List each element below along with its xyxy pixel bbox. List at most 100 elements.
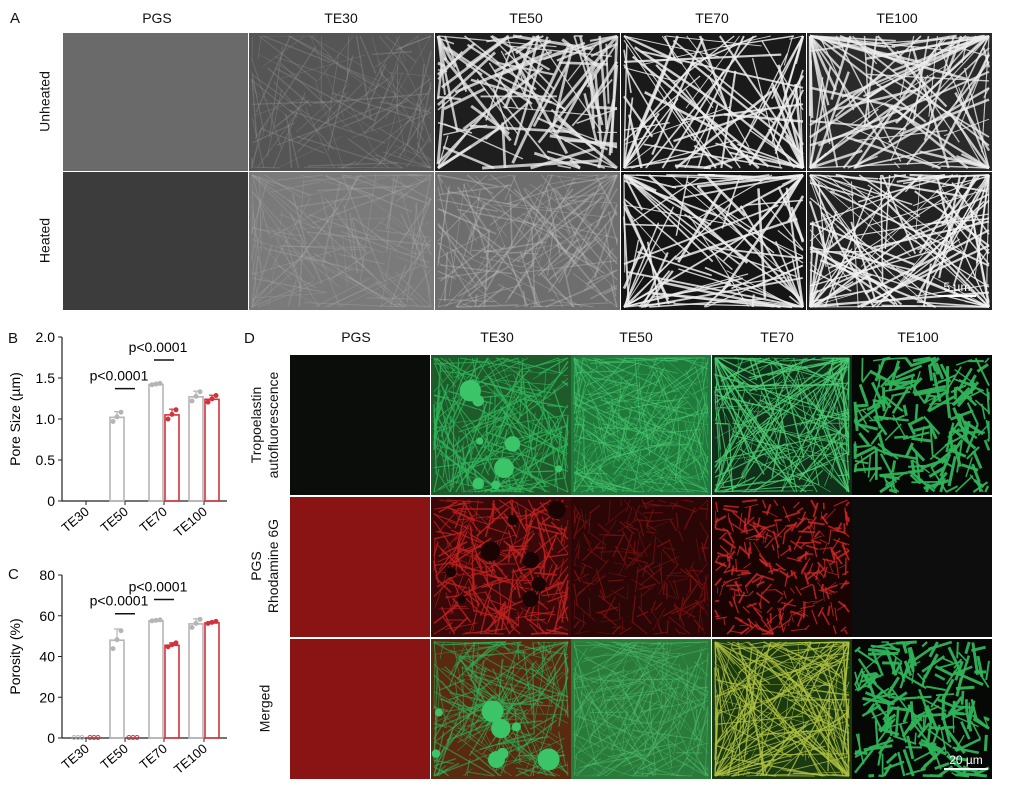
x-tick-label: TE100 bbox=[171, 741, 210, 777]
row-label-merged: Merged bbox=[257, 649, 274, 769]
data-point bbox=[169, 642, 175, 648]
y-tick-label: 0 bbox=[47, 730, 55, 746]
data-point bbox=[173, 407, 179, 413]
data-point bbox=[189, 624, 195, 630]
p-value-label: p<0.0001 bbox=[129, 578, 188, 594]
bar bbox=[188, 396, 204, 502]
pore-size-chart: 0 0.5 1.0 1.5 2.0 Pore Size (µm) TE30 TE50 TE70 T… bbox=[7, 329, 227, 540]
fluorescence-image bbox=[431, 639, 571, 779]
fluorescence-image bbox=[571, 639, 711, 779]
column-header: TE30 bbox=[480, 329, 514, 345]
bar bbox=[109, 639, 125, 739]
row-label-heated: Heated bbox=[36, 217, 53, 264]
panel-c-label: C bbox=[8, 566, 19, 583]
panel-d-label: D bbox=[244, 330, 255, 347]
data-point bbox=[114, 414, 120, 420]
data-point bbox=[79, 735, 85, 740]
bar bbox=[148, 620, 164, 739]
sem-image bbox=[249, 33, 434, 171]
p-value-label: p<0.0001 bbox=[129, 339, 188, 355]
data-point bbox=[149, 382, 155, 388]
porosity-chart: 0 20 40 60 80 Porosity (%) TE30 TE50 TE70 TE100 p<… bbox=[7, 567, 227, 777]
x-tick-label: TE30 bbox=[58, 741, 91, 772]
data-point bbox=[149, 618, 155, 624]
y-axis-label: Pore Size (µm) bbox=[7, 372, 23, 466]
x-tick-label: TE50 bbox=[97, 741, 130, 772]
sem-image bbox=[807, 172, 992, 310]
sem-image bbox=[435, 33, 620, 171]
row-label-line: PGS bbox=[248, 551, 264, 581]
fluorescence-image bbox=[852, 355, 992, 495]
column-header: TE70 bbox=[760, 329, 794, 345]
fluorescence-image bbox=[852, 639, 992, 779]
row-label-line: Merged bbox=[256, 684, 273, 733]
data-point bbox=[165, 416, 171, 422]
row-label-line: Rhodamine 6G bbox=[265, 518, 281, 614]
sem-image bbox=[63, 33, 248, 171]
y-tick-label: 1.5 bbox=[36, 370, 56, 386]
scale-bar-label: 5 µm bbox=[943, 280, 971, 294]
data-point bbox=[205, 620, 211, 626]
sem-image bbox=[807, 33, 992, 171]
y-tick-label: 0 bbox=[47, 493, 55, 509]
y-tick-label: 60 bbox=[39, 608, 55, 624]
bar bbox=[148, 383, 164, 502]
fluorescence-image bbox=[571, 355, 711, 495]
y-tick-label: 40 bbox=[39, 649, 55, 665]
scale-bar-a: 5 µm bbox=[938, 280, 976, 297]
data-point bbox=[118, 409, 124, 415]
column-header: TE70 bbox=[695, 10, 729, 26]
row-label-rhodamine: PGS Rhodamine 6G bbox=[248, 506, 282, 626]
y-tick-label: 1.0 bbox=[36, 411, 56, 427]
fluorescence-image bbox=[431, 355, 571, 495]
data-point bbox=[153, 381, 159, 387]
x-tick-label: TE30 bbox=[58, 504, 91, 535]
data-point bbox=[205, 399, 211, 405]
data-point bbox=[209, 396, 215, 402]
column-header: TE100 bbox=[897, 329, 939, 345]
bar bbox=[204, 398, 220, 502]
fluorescence-image bbox=[290, 497, 430, 637]
y-axis-label: Porosity (%) bbox=[7, 618, 23, 694]
bar bbox=[164, 414, 180, 502]
data-point bbox=[193, 620, 199, 626]
y-tick-label: 2.0 bbox=[36, 329, 56, 345]
bar bbox=[109, 416, 125, 502]
bar bbox=[204, 622, 220, 739]
sem-image bbox=[621, 33, 806, 171]
data-point bbox=[134, 735, 140, 740]
row-label-line: autofluorescence bbox=[265, 371, 281, 479]
bar bbox=[164, 644, 180, 739]
y-tick-label: 80 bbox=[39, 567, 55, 583]
sem-image bbox=[435, 172, 620, 310]
p-value-label: p<0.0001 bbox=[90, 593, 149, 609]
row-label-line: Tropoelastin bbox=[248, 386, 264, 464]
x-tick-label: TE70 bbox=[136, 504, 169, 535]
column-header: PGS bbox=[142, 10, 172, 26]
data-point bbox=[173, 640, 179, 646]
fluorescence-image bbox=[431, 497, 571, 637]
data-point bbox=[114, 637, 120, 643]
column-header: TE30 bbox=[324, 10, 358, 26]
data-point bbox=[169, 411, 175, 417]
fluorescence-image bbox=[290, 355, 430, 495]
data-point bbox=[189, 398, 195, 404]
x-tick-label: TE100 bbox=[171, 504, 210, 540]
column-header: PGS bbox=[341, 329, 371, 345]
data-point bbox=[110, 418, 116, 424]
panel-a-label: A bbox=[10, 10, 21, 27]
data-point bbox=[197, 616, 203, 622]
data-point bbox=[157, 380, 163, 386]
data-point bbox=[213, 393, 219, 399]
sem-image bbox=[621, 172, 806, 310]
row-label-unheated: Unheated bbox=[36, 71, 53, 132]
fluorescence-image bbox=[571, 497, 711, 637]
x-tick-label: TE70 bbox=[136, 741, 169, 772]
data-point bbox=[153, 617, 159, 623]
scale-bar-label: 20 µm bbox=[949, 753, 983, 767]
panel-b-label: B bbox=[8, 330, 19, 347]
data-point bbox=[157, 617, 163, 623]
y-tick-label: 0.5 bbox=[36, 452, 56, 468]
sem-image bbox=[63, 172, 248, 310]
